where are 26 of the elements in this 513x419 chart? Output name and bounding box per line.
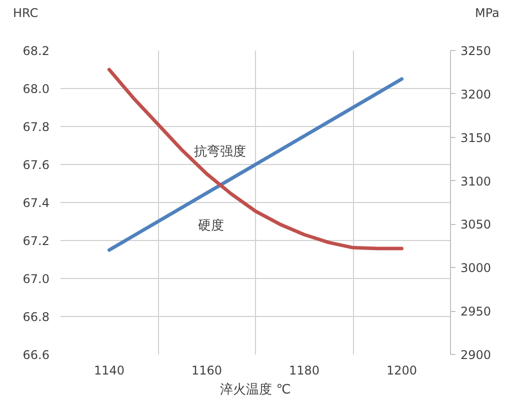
y-tick-label: 67.2 xyxy=(22,234,50,248)
y2-tick-label: 2950 xyxy=(460,304,492,319)
y-tick-label: 68.0 xyxy=(22,82,50,96)
y-axis-title: HRC xyxy=(13,5,38,22)
x-tick-label: 1180 xyxy=(288,364,320,378)
y2-tick-label: 2900 xyxy=(460,348,492,362)
y-tick-label: 68.2 xyxy=(22,44,50,58)
y-tick-label: 66.6 xyxy=(22,348,50,362)
y-tick-label: 67.0 xyxy=(22,272,50,286)
y2-tick-label: 3100 xyxy=(460,174,492,188)
series-label: 硬度 xyxy=(198,217,224,234)
y2-tick-label: 3050 xyxy=(460,218,492,232)
series-label: 抗弯强度 xyxy=(194,144,246,160)
x-axis-title: 淬火温度 ℃ xyxy=(220,382,291,398)
x-tick-label: 1140 xyxy=(94,364,125,378)
y2-tick-label: 3250 xyxy=(460,44,492,58)
y2-axis-title: MPa xyxy=(475,5,500,22)
x-tick-label: 1160 xyxy=(191,364,222,378)
y-tick-label: 67.4 xyxy=(22,196,50,210)
y-tick-label: 67.8 xyxy=(22,120,50,134)
x-tick-label: 1200 xyxy=(386,364,418,378)
y2-tick-label: 3000 xyxy=(460,261,492,276)
y2-tick-label: 3150 xyxy=(460,130,492,145)
y2-tick-label: 3200 xyxy=(460,87,492,102)
y-tick-label: 67.6 xyxy=(22,158,50,172)
y-tick-label: 66.8 xyxy=(22,310,50,324)
